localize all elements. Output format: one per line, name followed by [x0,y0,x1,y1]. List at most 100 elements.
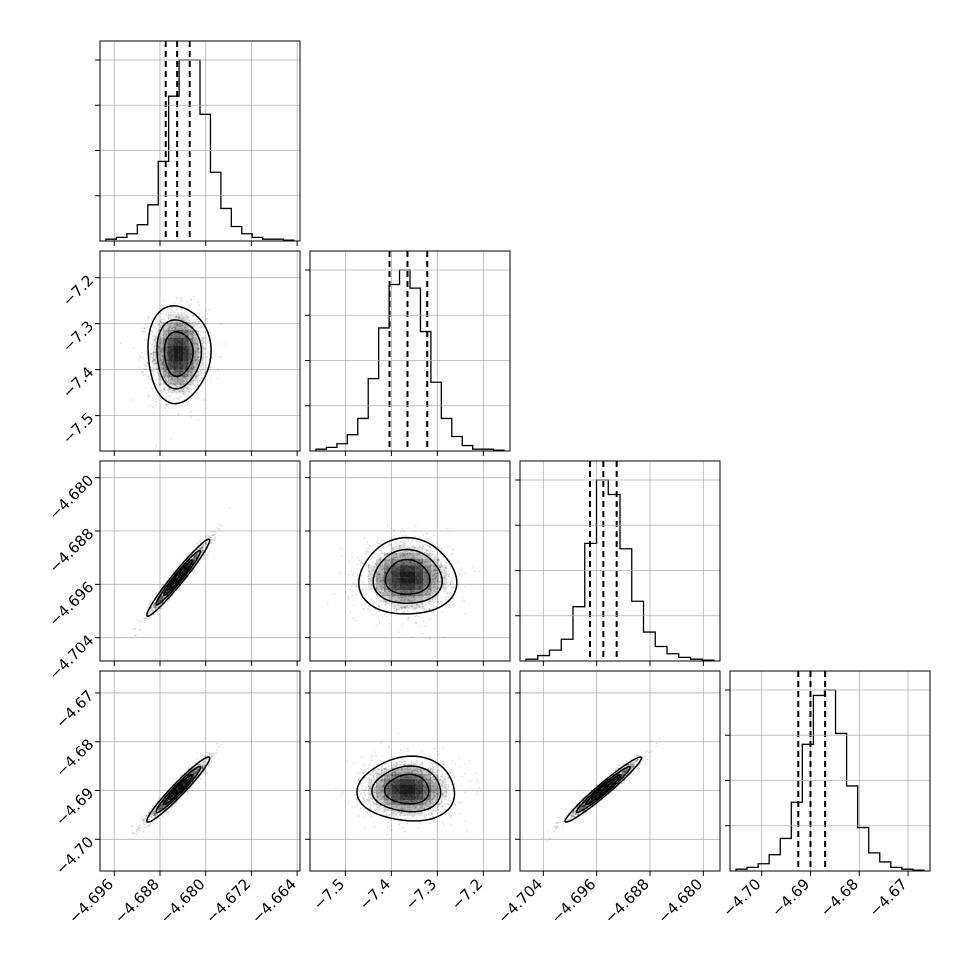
sample-point [215,531,217,533]
density-cell [431,584,439,590]
sample-point [464,586,466,588]
sample-point [146,607,148,609]
sample-point [427,545,429,547]
sample-point [223,343,225,345]
density-cell [368,565,376,571]
sample-point [144,328,146,330]
sample-point [404,545,406,547]
sample-point [205,337,207,339]
sample-point [404,540,406,542]
density-cell [153,602,158,608]
sample-point [153,370,155,372]
sample-point [178,399,180,401]
sample-point [188,391,190,393]
density-cell [199,547,204,553]
sample-point [195,386,197,388]
density-cell [178,361,183,369]
density-cell [168,361,173,369]
sample-point [156,321,158,323]
sample-point [191,299,193,301]
sample-point [196,542,198,544]
sample-point [445,598,447,600]
sample-point [440,601,442,603]
sample-point [199,370,201,372]
y-tick-label: −7.4 [59,363,97,401]
density-cell [183,346,188,354]
sample-point [205,348,207,350]
sample-point [181,404,183,406]
sample-point [207,554,209,556]
sample-point [164,408,166,410]
panel-frame [730,671,930,871]
sample-point [151,370,153,372]
sample-point [150,357,152,359]
sample-point [200,331,202,333]
sample-point [366,541,368,543]
hist-panel-2 [305,251,510,456]
sample-point [373,591,375,593]
y-tick-label: −7.5 [59,409,97,447]
sample-point [393,610,395,612]
density-cell [407,578,415,584]
sample-point [448,585,450,587]
density-cell [173,361,178,369]
sample-point [190,302,192,304]
sample-point [205,323,207,325]
sample-point [430,546,432,548]
sample-point [371,556,373,558]
sample-point [409,543,411,545]
sample-point [168,407,170,409]
sample-point [362,581,364,583]
y-tick-label: −4.688 [45,525,97,577]
sample-point [146,339,148,341]
sample-point [169,395,171,397]
sample-point [218,524,220,526]
sample-point [425,604,427,606]
sample-point [351,557,353,559]
sample-point [196,391,198,393]
sample-point [148,395,150,397]
sample-point [175,778,177,780]
sample-point [357,564,359,566]
y-tick-label: −7.2 [59,271,97,309]
density-cell [178,322,183,330]
sample-point [452,586,454,588]
sample-point [416,540,418,542]
sample-point [199,327,201,329]
density-cell [168,354,173,362]
sample-point [221,525,223,527]
sample-point [401,625,403,627]
sample-point [180,297,182,299]
sample-point [160,608,162,610]
sample-point [351,595,353,597]
sample-point [180,302,182,304]
sample-point [162,306,164,308]
sample-point [148,405,150,407]
sample-point [448,574,450,576]
sample-point [346,591,348,593]
sample-point [212,539,214,541]
density-cell [392,571,400,577]
sample-point [381,539,383,541]
sample-point [192,315,194,317]
sample-point [193,296,195,298]
sample-point [351,574,353,576]
sample-point [421,617,423,619]
sample-point [449,591,451,593]
density-cell [431,578,439,584]
sample-point [189,387,191,389]
sample-point [139,356,141,358]
sample-point [152,335,154,337]
sample-point [161,314,163,316]
sample-point [446,563,448,565]
sample-point [450,583,452,585]
y-tick-label: −4.704 [45,631,97,683]
sample-point [201,377,203,379]
sample-point [401,528,403,530]
sample-point [372,560,374,562]
sample-point [194,568,196,570]
scatter-content [120,277,225,447]
sample-point [165,396,167,398]
sample-point [369,545,371,547]
sample-point [448,576,450,578]
